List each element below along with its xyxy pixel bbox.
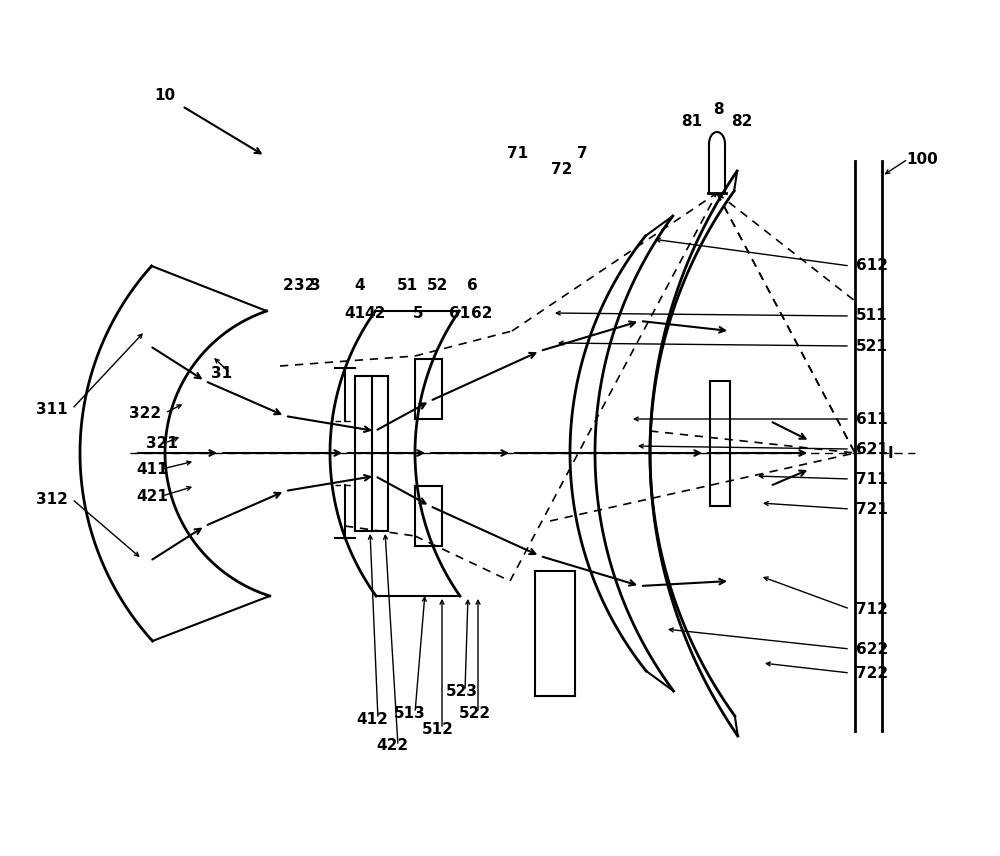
Text: 52: 52 <box>427 278 449 294</box>
Text: 41: 41 <box>344 306 366 320</box>
Text: 622: 622 <box>856 641 888 657</box>
Text: 61: 61 <box>449 306 471 320</box>
Text: 512: 512 <box>422 722 454 736</box>
Text: 412: 412 <box>356 711 388 727</box>
Text: 72: 72 <box>551 162 573 176</box>
Text: I: I <box>887 445 893 461</box>
Text: 5: 5 <box>413 306 423 320</box>
Text: 6: 6 <box>467 278 477 294</box>
Text: 81: 81 <box>681 114 703 128</box>
Text: 62: 62 <box>471 306 493 320</box>
Text: 421: 421 <box>136 489 168 503</box>
Text: 71: 71 <box>507 146 529 161</box>
Text: 521: 521 <box>856 338 888 354</box>
Text: 722: 722 <box>856 665 888 681</box>
Text: 8: 8 <box>713 102 723 116</box>
Text: 523: 523 <box>446 683 478 698</box>
Text: 100: 100 <box>906 152 938 167</box>
Text: 311: 311 <box>36 401 68 417</box>
Text: 511: 511 <box>856 308 888 324</box>
Text: 322: 322 <box>129 406 161 420</box>
Text: 612: 612 <box>856 259 888 274</box>
Text: 32: 32 <box>294 278 316 294</box>
Text: 82: 82 <box>731 114 753 128</box>
Text: 2: 2 <box>283 278 293 294</box>
Text: 42: 42 <box>364 306 386 320</box>
Text: 712: 712 <box>856 602 888 616</box>
Text: 312: 312 <box>36 491 68 507</box>
Text: 522: 522 <box>459 705 491 721</box>
Text: 10: 10 <box>154 88 176 104</box>
Text: 7: 7 <box>577 146 587 161</box>
Text: 411: 411 <box>136 461 168 477</box>
Text: 422: 422 <box>376 739 408 753</box>
Text: 721: 721 <box>856 502 888 516</box>
Text: 51: 51 <box>396 278 418 294</box>
Text: 711: 711 <box>856 472 888 486</box>
Text: 513: 513 <box>394 705 426 721</box>
Text: 3: 3 <box>310 278 320 294</box>
Text: 31: 31 <box>211 366 233 381</box>
Text: 4: 4 <box>355 278 365 294</box>
Text: 621: 621 <box>856 442 888 456</box>
Text: 611: 611 <box>856 412 888 426</box>
Text: 321: 321 <box>146 436 178 450</box>
